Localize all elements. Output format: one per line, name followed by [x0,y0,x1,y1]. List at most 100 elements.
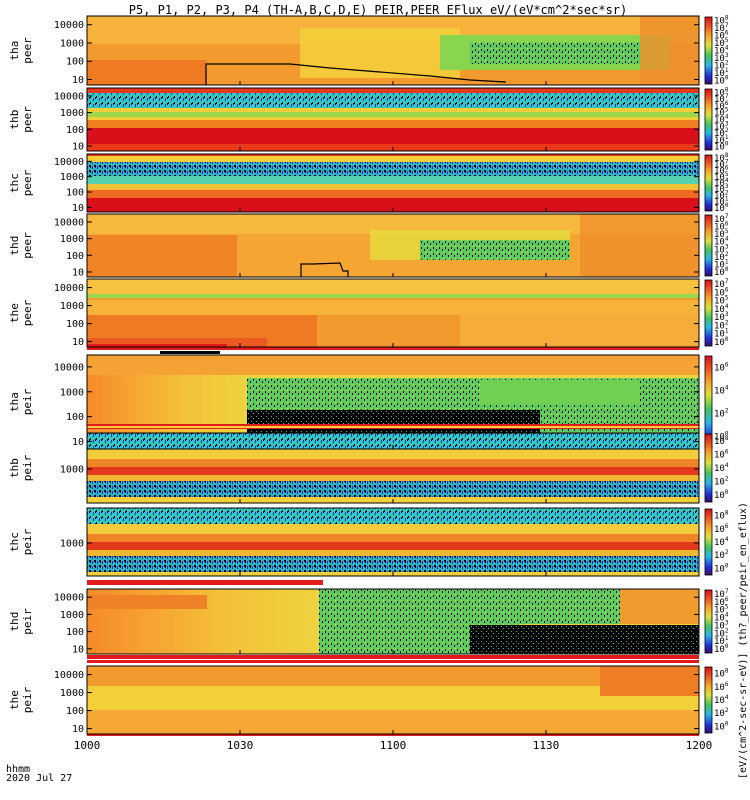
panel-5-colorbar-tick: 102 [714,408,729,420]
panel-2-colorbar [704,154,713,212]
panel-4-ytick-label: 10000 [54,283,84,294]
colorbar-unit-label: [eV/(cm^2-sec-sr-eV)] (th?_peer/peir_en_… [738,502,749,779]
panel-1-probe-label: thb [8,110,21,130]
panel-8-colorbar-tick: 102 [714,627,729,639]
panel-2-quantity-label: peer [21,169,34,196]
panel-4-colorbar-tick: 103 [714,311,729,323]
panel-8 [87,589,699,654]
panel-4-colorbar [704,279,713,347]
panel-4-colorbar-tick: 101 [714,328,729,340]
panel-0-quantity-label: peer [21,37,34,64]
colorbars: 1081071061051041031021011001081071061051… [704,15,729,734]
panel-0-colorbar-tick: 100 [714,74,729,86]
panel-1-colorbar [704,88,713,151]
panel-9-colorbar-tick: 104 [714,694,729,706]
panel-6-colorbar [704,433,713,503]
panel-1-ytick-label: 10 [72,141,84,152]
panel-0 [87,16,699,85]
panel-9-colorbar [704,666,713,734]
panel-8-colorbar-tick: 106 [714,596,729,608]
panel-2-colorbar-tick: 108 [714,152,729,164]
panel-0-colorbar-tick: 104 [714,45,729,57]
panel-3-colorbar-tick: 102 [714,251,729,263]
panel-2-colorbar-tick: 106 [714,165,729,177]
panel-3-probe-label: thd [8,236,21,256]
date-label: 2020 Jul 27 [6,773,72,784]
panel-5-ylabel: tha peir [8,388,34,415]
panel-4-colorbar-tick: 106 [714,286,729,298]
panel-9 [87,666,699,734]
panel-4 [87,279,699,347]
panel-4-colorbar-tick: 107 [714,278,729,290]
panel-0-ytick-label: 1000 [60,38,84,49]
panel-9-colorbar-tick: 100 [714,720,729,732]
panel-1-ytick-label: 10000 [54,91,84,102]
panel-8-colorbar-tick: 107 [714,588,729,600]
panel-5-ytick-label: 100 [66,412,84,423]
panel-8-ytick-label: 100 [66,627,84,638]
panel-0-colorbar-tick: 108 [714,15,729,27]
panel-1-colorbar-tick: 107 [714,93,729,105]
panel-2-ytick-label: 100 [66,188,84,199]
panel-9-quantity-label: peir [21,686,34,713]
panel-8-ytick-label: 10 [72,644,84,655]
panel-0-ylabel: tha peer [8,37,34,64]
panel-6-ylabel: thb peir [8,454,34,481]
panel-7-quantity-label: peir [21,528,34,555]
panel-1-colorbar-tick: 102 [714,127,729,139]
panel-5-colorbar-tick: 104 [714,385,729,397]
panel-3-ytick-label: 10000 [54,217,84,228]
panel-0-colorbar-tick: 106 [714,30,729,42]
panel-5-ytick-label: 1000 [60,387,84,398]
figure-title: P5, P1, P2, P3, P4 (TH-A,B,C,D,E) PEIR,P… [129,3,628,17]
panel-7-probe-label: thc [8,532,21,552]
panel-9-colorbar-tick: 108 [714,668,729,680]
panel-9-ytick-label: 10000 [54,670,84,681]
panel-9-ytick-label: 10 [72,724,84,735]
panel-3-colorbar-tick: 100 [714,266,729,278]
xtick-label: 1030 [227,739,254,752]
panel-8-colorbar-tick: 104 [714,612,729,624]
panel-5-ytick-label: 10000 [54,362,84,373]
panel-7-colorbar-tick: 100 [714,562,729,574]
panel-4-ytick-label: 100 [66,319,84,330]
panel-4-ylabel: the peer [8,299,34,326]
panel-7-colorbar [704,508,713,576]
panel-8-probe-label: thd [8,612,21,632]
panel-2-colorbar-tick: 101 [714,196,729,208]
panel-0-ytick-label: 10000 [54,20,84,31]
panel-8-colorbar-tick: 105 [714,604,729,616]
panel-1-colorbar-tick: 108 [714,86,729,98]
panel-1-quantity-label: peer [21,106,34,133]
panel-1-ytick-label: 100 [66,125,84,136]
panel-3-ylabel: thd peer [8,232,34,259]
panel-0-ytick-label: 10 [72,75,84,86]
panel-5-quantity-label: peir [21,388,34,415]
panel-4-ytick-label: 1000 [60,301,84,312]
panel-9-colorbar-tick: 102 [714,707,729,719]
panel-8-colorbar-tick: 101 [714,635,729,647]
panel-3-colorbar-tick: 103 [714,243,729,255]
xtick-label: 1100 [380,739,407,752]
panel-6-colorbar-tick: 100 [714,489,729,501]
xtick-label: 1200 [686,739,713,752]
panel-9-ylabel: the peir [8,686,34,713]
panel-3-ytick-label: 10 [72,267,84,278]
panel-1-ytick-label: 1000 [60,108,84,119]
panels [87,16,699,734]
panel-2-colorbar-tick: 105 [714,171,729,183]
panel-4-colorbar-tick: 102 [714,319,729,331]
panel-7-colorbar-tick: 108 [714,510,729,522]
panel-0-colorbar-tick: 105 [714,37,729,49]
panel-3-colorbar [704,214,713,277]
panel-1-colorbar-tick: 100 [714,141,729,153]
panel-0-colorbar-tick: 103 [714,52,729,64]
panel-2-ytick-label: 10 [72,203,84,214]
panel-0-colorbar-tick: 107 [714,22,729,34]
panel-8-colorbar [704,589,713,654]
xtick-label: 1130 [533,739,560,752]
panel-4-ytick-label: 10 [72,337,84,348]
panel-9-ytick-label: 1000 [60,688,84,699]
panel-0-probe-label: tha [8,41,21,61]
